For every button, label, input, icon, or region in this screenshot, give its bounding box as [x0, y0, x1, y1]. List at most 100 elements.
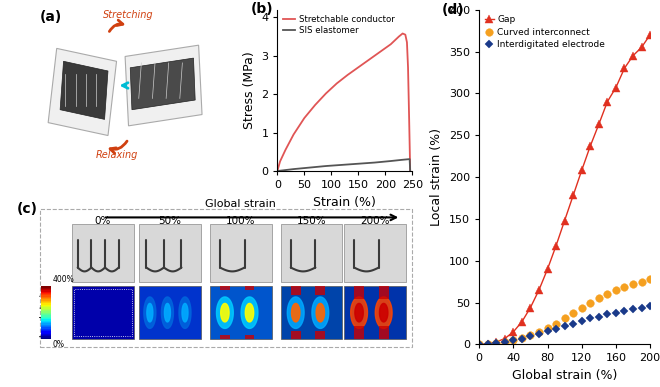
- Polygon shape: [316, 303, 325, 322]
- Bar: [42, 302, 51, 303]
- Bar: [42, 326, 51, 327]
- Bar: [42, 318, 51, 319]
- Bar: [345, 224, 406, 282]
- Interdigitated electrode: [552, 326, 560, 331]
- Line: Stretchable conductor: Stretchable conductor: [277, 34, 410, 171]
- Line: Gap: Gap: [475, 31, 654, 348]
- Interdigitated electrode: [475, 342, 483, 347]
- X-axis label: Global strain (%): Global strain (%): [512, 369, 617, 382]
- Gap: [578, 168, 585, 173]
- Interdigitated electrode: [612, 310, 620, 315]
- Polygon shape: [130, 58, 195, 110]
- Line: Curved interconnect: Curved interconnect: [475, 275, 654, 348]
- Text: 150%: 150%: [297, 216, 327, 226]
- Bar: [42, 290, 51, 291]
- Interdigitated electrode: [492, 341, 500, 345]
- SIS elastomer: [338, 163, 346, 167]
- Bar: [42, 317, 51, 318]
- Text: 200%: 200%: [360, 216, 390, 226]
- Curved interconnect: [569, 311, 577, 316]
- Bar: [42, 322, 51, 323]
- Interdigitated electrode: [560, 324, 568, 328]
- Gap: [492, 340, 500, 344]
- Polygon shape: [376, 297, 392, 329]
- Bar: [354, 327, 364, 339]
- Y-axis label: Stress (MPa): Stress (MPa): [243, 51, 255, 129]
- Bar: [72, 286, 134, 339]
- Gap: [518, 320, 526, 324]
- Interdigitated electrode: [518, 336, 526, 341]
- Bar: [220, 286, 230, 291]
- Stretchable conductor: [344, 73, 352, 77]
- Bar: [42, 301, 51, 302]
- Curved interconnect: [535, 330, 543, 334]
- Bar: [281, 286, 343, 339]
- Bar: [42, 303, 51, 305]
- Polygon shape: [48, 48, 117, 135]
- Bar: [42, 306, 51, 307]
- Text: 0%: 0%: [95, 216, 111, 226]
- Bar: [245, 335, 254, 339]
- Bar: [42, 327, 51, 329]
- Bar: [42, 309, 51, 310]
- Text: Stretching: Stretching: [103, 10, 154, 20]
- Stretchable conductor: [365, 57, 373, 62]
- Polygon shape: [147, 303, 153, 322]
- Polygon shape: [125, 45, 202, 126]
- Interdigitated electrode: [629, 307, 637, 312]
- Bar: [42, 320, 51, 322]
- Curved interconnect: [629, 282, 637, 286]
- Curved interconnect: [501, 340, 509, 344]
- Polygon shape: [241, 297, 258, 329]
- Gap: [620, 66, 628, 70]
- Gap: [586, 144, 594, 148]
- Bar: [42, 338, 51, 339]
- Bar: [42, 310, 51, 312]
- Polygon shape: [246, 303, 253, 322]
- Stretchable conductor: [282, 147, 290, 152]
- Bar: [315, 330, 325, 339]
- Gap: [638, 45, 645, 50]
- Stretchable conductor: [376, 50, 384, 54]
- Stretchable conductor: [290, 132, 298, 137]
- Line: SIS elastomer: SIS elastomer: [277, 159, 410, 171]
- Polygon shape: [220, 303, 229, 322]
- Polygon shape: [355, 303, 363, 322]
- Stretchable conductor: [333, 81, 341, 86]
- Bar: [42, 323, 51, 325]
- Gap: [629, 53, 637, 58]
- Interdigitated electrode: [603, 312, 611, 317]
- Bar: [42, 312, 51, 313]
- Text: 0%: 0%: [53, 341, 65, 349]
- Polygon shape: [164, 303, 170, 322]
- Text: (b): (b): [250, 2, 273, 15]
- FancyBboxPatch shape: [40, 209, 412, 347]
- SIS elastomer: [370, 160, 378, 165]
- Stretchable conductor: [300, 116, 308, 120]
- Text: Global strain: Global strain: [205, 199, 277, 209]
- Text: (a): (a): [40, 10, 62, 24]
- Interdigitated electrode: [638, 305, 645, 310]
- Curved interconnect: [518, 336, 526, 340]
- Bar: [42, 325, 51, 326]
- Interdigitated electrode: [569, 321, 577, 326]
- Polygon shape: [292, 303, 300, 322]
- Polygon shape: [216, 297, 233, 329]
- Bar: [220, 335, 230, 339]
- Curved interconnect: [544, 325, 552, 330]
- Bar: [42, 332, 51, 334]
- Text: 50%: 50%: [158, 216, 182, 226]
- Text: (d): (d): [442, 3, 464, 17]
- Curved interconnect: [552, 321, 560, 326]
- Text: Relaxing: Relaxing: [95, 150, 138, 160]
- SIS elastomer: [273, 169, 281, 173]
- Curved interconnect: [510, 338, 517, 342]
- Bar: [42, 335, 51, 336]
- Gap: [569, 193, 577, 198]
- Stretchable conductor: [276, 159, 284, 164]
- Stretchable conductor: [399, 31, 407, 36]
- Gap: [612, 85, 620, 90]
- Curved interconnect: [475, 342, 483, 347]
- Bar: [42, 336, 51, 338]
- Bar: [210, 286, 272, 339]
